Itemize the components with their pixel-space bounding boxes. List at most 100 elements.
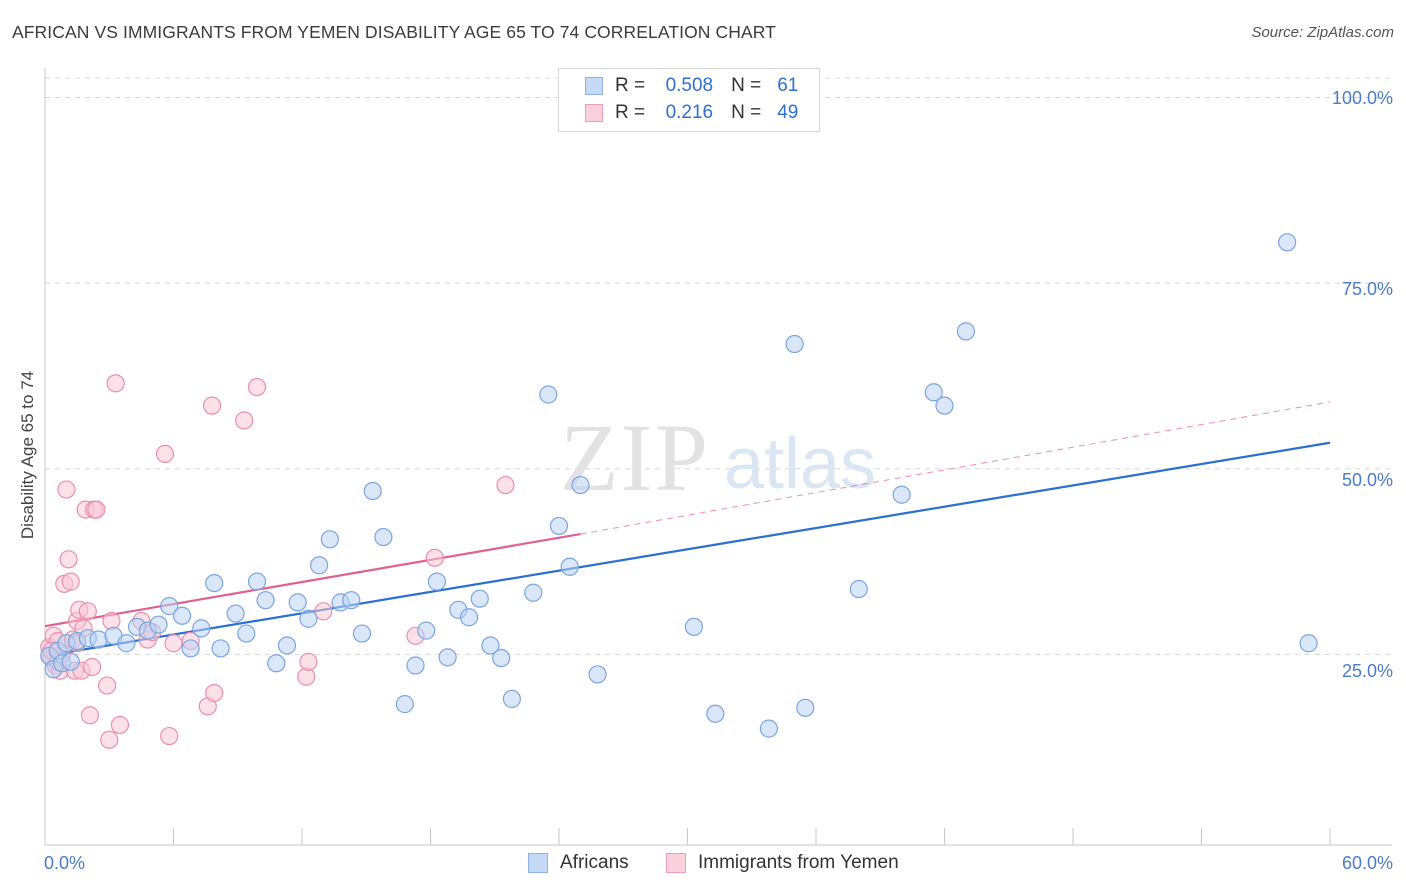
point-africans: [539, 385, 558, 404]
point-yemen: [78, 602, 97, 621]
legend-item-yemen[interactable]: Immigrants from Yemen: [666, 852, 899, 874]
series-africans-points: [40, 233, 1318, 738]
point-africans: [588, 665, 607, 684]
point-yemen: [80, 706, 100, 725]
point-africans: [363, 481, 382, 501]
point-africans: [172, 606, 192, 625]
point-yemen: [314, 602, 333, 621]
point-africans: [1278, 233, 1297, 252]
series-legend: Africans Immigrants from Yemen: [0, 852, 1406, 878]
point-yemen: [205, 683, 224, 703]
point-yemen: [202, 396, 222, 415]
axes: [44, 68, 1392, 846]
point-africans: [192, 619, 211, 638]
point-africans: [849, 579, 868, 599]
point-africans: [299, 609, 318, 628]
legend-n-label: N =: [731, 75, 762, 96]
point-yemen: [496, 475, 515, 495]
point-africans: [549, 516, 569, 536]
point-africans: [277, 636, 297, 655]
point-africans: [374, 527, 393, 547]
point-yemen: [83, 657, 102, 677]
point-yemen: [87, 500, 106, 519]
point-yemen: [98, 676, 117, 695]
point-yemen: [425, 548, 444, 567]
y-tick-label: 25.0%: [1342, 661, 1393, 681]
legend-row-africans: R = 0.508 N = 61: [585, 74, 798, 98]
point-yemen: [155, 444, 175, 463]
point-africans: [61, 652, 80, 671]
legend-swatch-yemen: [585, 104, 603, 122]
trend-line-africans: [44, 441, 1331, 657]
point-africans: [320, 530, 339, 549]
legend-r-label: R =: [615, 102, 646, 123]
point-africans: [956, 322, 976, 341]
legend-row-yemen: R = 0.216 N = 49: [585, 101, 798, 125]
point-africans: [247, 572, 267, 591]
point-africans: [205, 573, 224, 593]
point-africans: [571, 475, 590, 495]
trend-lines: [44, 401, 1331, 657]
point-africans: [759, 719, 778, 738]
series-yemen-points: [40, 374, 515, 749]
point-africans: [117, 634, 136, 653]
point-africans: [256, 591, 275, 610]
tick-labels: 25.0% 50.0% 75.0% 100.0% 0.0% 60.0%: [44, 88, 1393, 873]
point-africans: [684, 617, 704, 637]
point-africans: [181, 639, 200, 658]
watermark-atlas: atlas: [724, 424, 876, 504]
legend-r-value: 0.216: [665, 102, 714, 123]
legend-n-value: 49: [777, 102, 799, 123]
legend-r-label: R =: [615, 75, 646, 96]
point-africans: [924, 383, 943, 402]
point-africans: [427, 572, 447, 591]
point-africans: [160, 597, 179, 616]
point-africans: [785, 334, 804, 354]
point-africans: [706, 704, 725, 723]
stats-legend: R = 0.508 N = 61 R = 0.216 N = 49: [558, 68, 820, 132]
point-africans: [796, 698, 815, 717]
point-africans: [352, 624, 372, 643]
legend-r-value: 0.508: [665, 75, 714, 96]
point-africans: [395, 695, 414, 714]
point-yemen: [110, 715, 130, 735]
point-africans: [1299, 634, 1318, 653]
legend-n-value: 61: [777, 75, 799, 96]
point-africans: [481, 636, 500, 655]
point-yemen: [100, 730, 119, 749]
y-tick-label: 100.0%: [1332, 88, 1393, 108]
point-africans: [459, 608, 479, 627]
legend-label-africans: Africans: [560, 852, 629, 873]
point-africans: [492, 648, 511, 668]
point-yemen: [102, 611, 121, 631]
watermark-zip: ZIP: [560, 404, 710, 511]
point-africans: [237, 624, 256, 643]
point-africans: [226, 604, 245, 623]
point-yemen: [235, 411, 254, 430]
point-yemen: [57, 480, 76, 499]
point-africans: [417, 621, 436, 640]
point-yemen: [299, 652, 318, 671]
point-yemen: [247, 377, 267, 397]
trend-line-yemen-extension: [580, 401, 1331, 535]
trend-line-yemen: [44, 533, 581, 628]
point-africans: [149, 615, 168, 634]
point-africans: [470, 589, 489, 608]
x-tick-label-min: 0.0%: [44, 853, 85, 873]
y-tick-label: 75.0%: [1342, 279, 1393, 299]
source-label: Source: ZipAtlas.com: [1251, 24, 1394, 41]
point-africans: [211, 639, 230, 658]
point-yemen: [160, 726, 179, 746]
watermark: ZIP atlas: [560, 404, 876, 511]
point-yemen: [59, 550, 78, 569]
legend-swatch-yemen: [666, 853, 686, 873]
point-africans: [288, 593, 307, 612]
point-yemen: [106, 374, 125, 393]
point-yemen: [61, 572, 80, 591]
point-africans: [935, 396, 954, 415]
legend-item-africans[interactable]: Africans: [528, 852, 629, 874]
point-africans: [892, 485, 911, 504]
x-tick-label-max: 60.0%: [1342, 853, 1393, 873]
point-africans: [267, 654, 286, 673]
